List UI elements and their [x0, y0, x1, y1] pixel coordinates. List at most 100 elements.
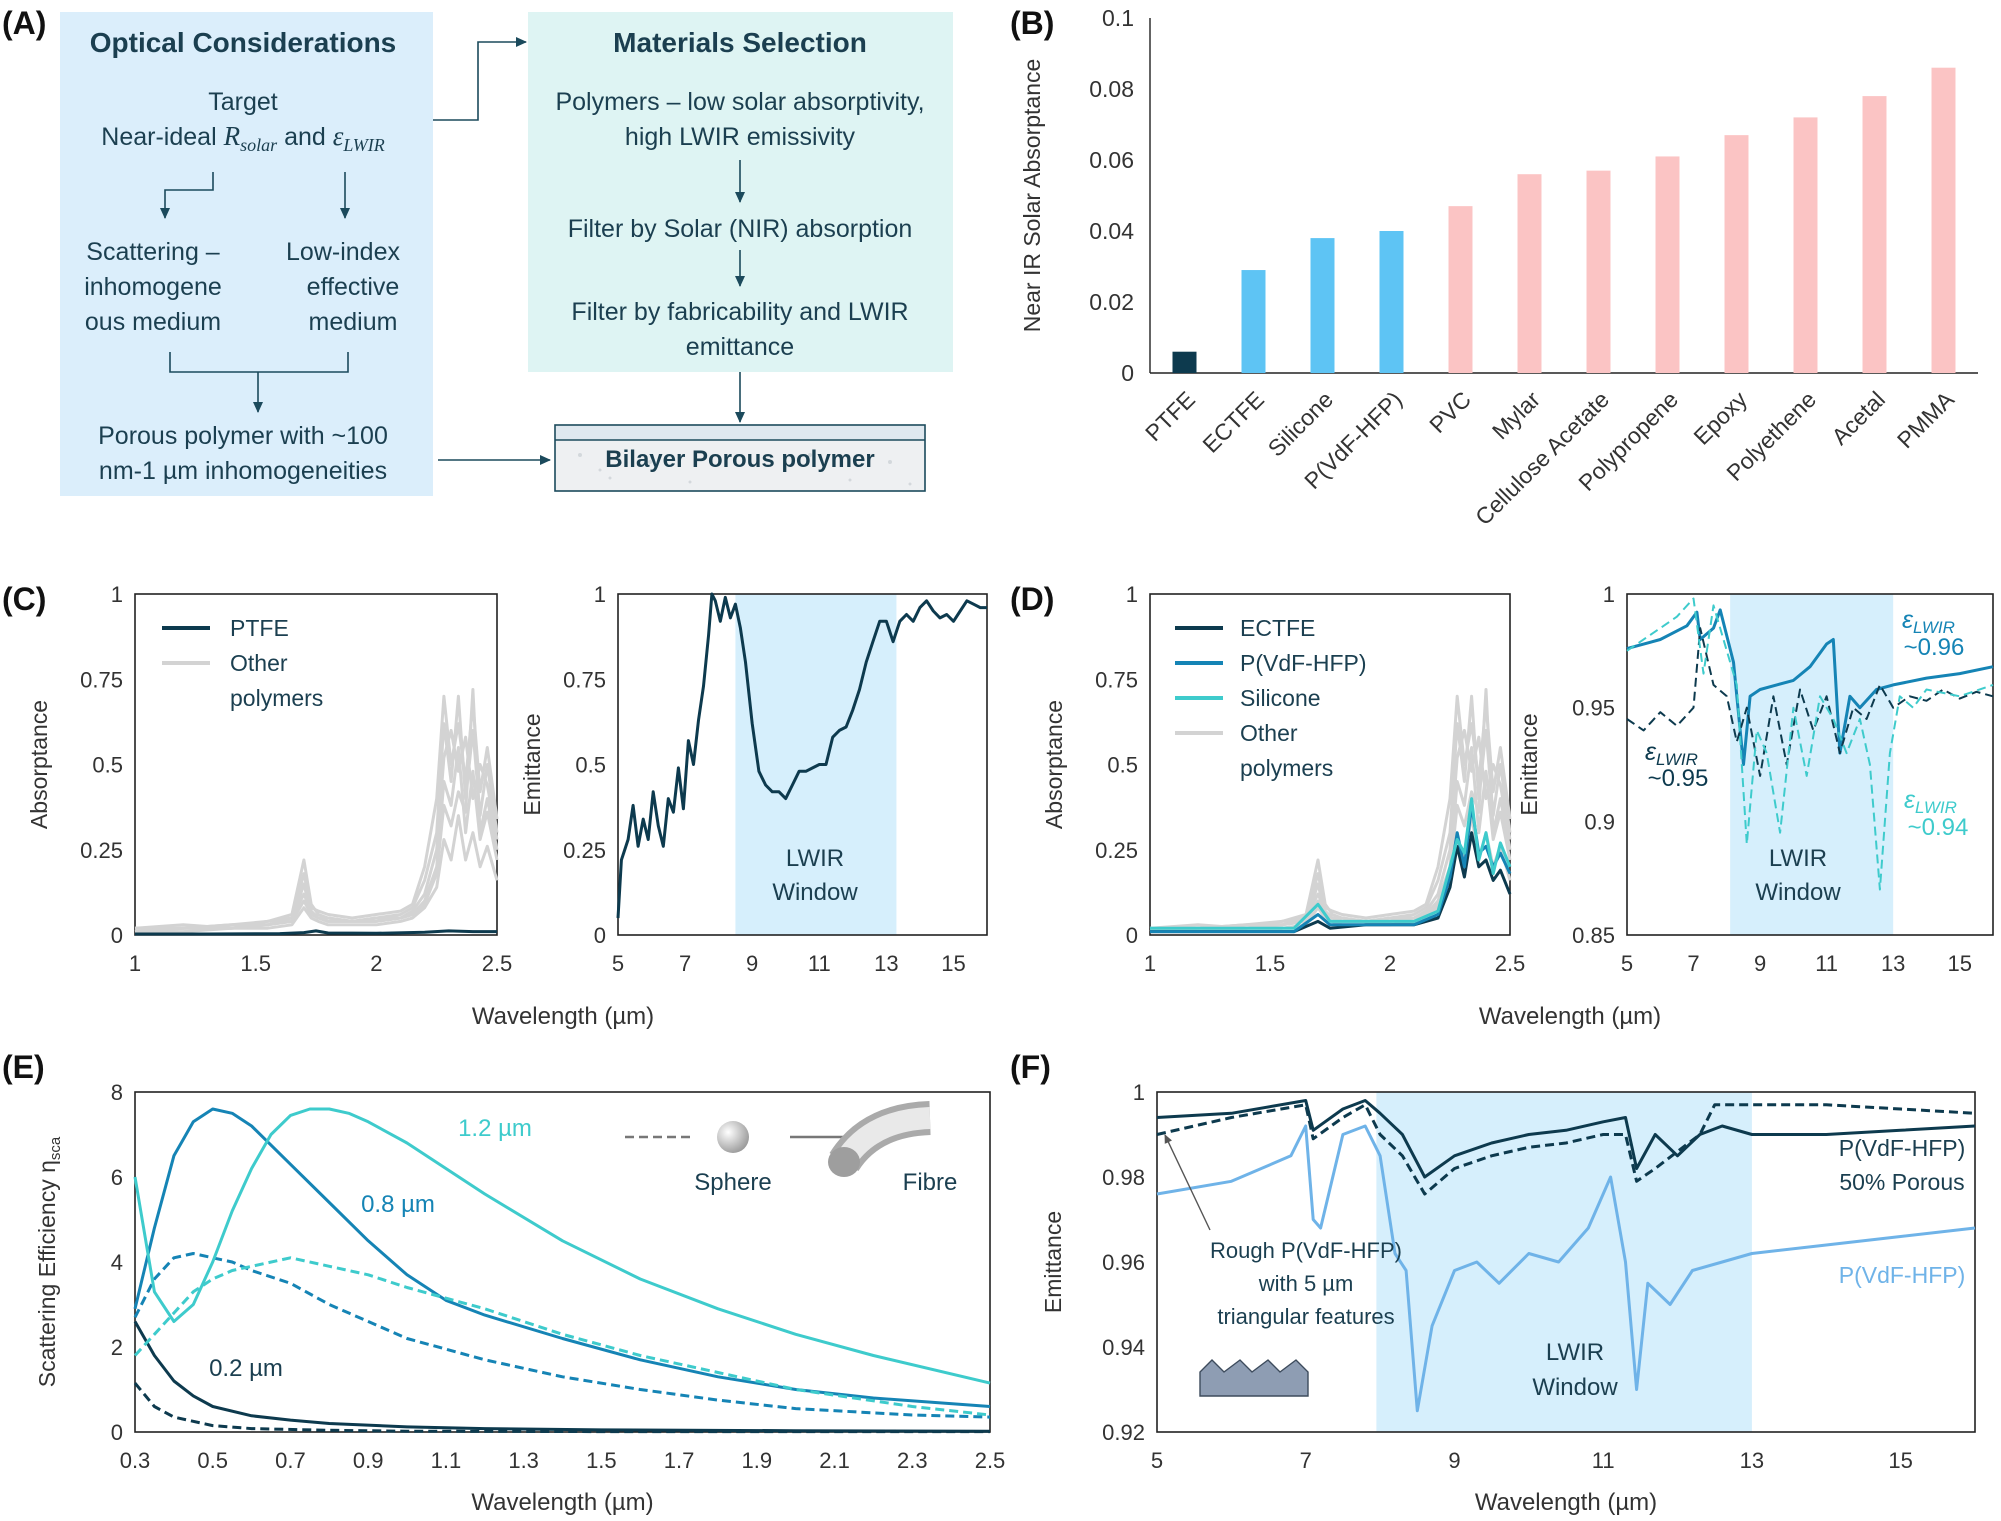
legend-label: P(VdF-HFP) — [1240, 650, 1367, 676]
bar — [1379, 231, 1404, 373]
filter-solar: Filter by Solar (NIR) absorption — [568, 215, 913, 243]
x-tick-label: 1 — [129, 951, 141, 976]
x-tick-label: 1.5 — [586, 1448, 617, 1473]
y-tick-label: 6 — [111, 1165, 123, 1190]
bar — [1586, 170, 1611, 373]
y-tick-label: 0 — [1126, 923, 1138, 948]
legend-label: PTFE — [230, 615, 289, 641]
porous-line1: Porous polymer with ~100 — [98, 422, 388, 450]
y-axis-label: Near IR Solar Absorptance — [1019, 59, 1045, 333]
epsilon-value: ~0.95 — [1648, 765, 1709, 792]
bar — [1793, 117, 1818, 374]
series-label: P(VdF-HFP) — [1839, 1135, 1966, 1161]
bar — [1931, 67, 1956, 373]
x-tick-label: 9 — [1754, 951, 1766, 976]
y-tick-label: 2 — [111, 1335, 123, 1360]
epsilon-annotation: εLWIR — [1904, 786, 1957, 817]
plot-frame — [134, 593, 498, 936]
sphere-icon — [717, 1121, 749, 1153]
series-label: 50% Porous — [1839, 1169, 1964, 1195]
x-tick-label: 5 — [612, 951, 624, 976]
legend-label: Other — [230, 650, 288, 676]
xlabel-d: Wavelength (µm) — [1479, 1003, 1661, 1030]
y-tick-label: 0.95 — [1572, 696, 1615, 721]
lwir-window — [1376, 1092, 1752, 1432]
x-tick-label: 1 — [1144, 951, 1156, 976]
window-label: Window — [1532, 1374, 1618, 1401]
panel-label-c: (C) — [2, 581, 46, 617]
y-tick-label: 0.25 — [563, 838, 606, 863]
y-tick-label: 1 — [1603, 582, 1615, 607]
chart-d-emittance: 5 7 9 11 13 15 0.85 0.9 0.95 1 Emittance LWIR Window… — [1516, 582, 1994, 976]
filter-fab-line2: emittance — [686, 333, 794, 361]
y-tick-label: 0.5 — [1107, 753, 1138, 778]
y-tick-label: 0.92 — [1102, 1420, 1145, 1445]
legend-label: Silicone — [1240, 685, 1321, 711]
y-tick-label: 0 — [594, 923, 606, 948]
materials-title: Materials Selection — [613, 27, 867, 58]
category-label: PVC — [1424, 386, 1476, 438]
series-line — [1156, 1124, 1976, 1413]
y-axis-label-sub: sca — [47, 1136, 64, 1160]
bar — [1655, 156, 1680, 373]
plot-frame — [1156, 1091, 1976, 1433]
y-tick-label: 0.75 — [1095, 667, 1138, 692]
x-tick-label: 9 — [1448, 1448, 1460, 1473]
x-axis-label: Wavelength (µm) — [471, 1489, 653, 1516]
window-label: LWIR — [786, 845, 844, 872]
series-line — [1150, 831, 1512, 934]
series-line — [1626, 597, 1994, 891]
series-line — [133, 1252, 991, 1419]
series-line — [135, 929, 497, 936]
y-tick-label: 1 — [1133, 1080, 1145, 1105]
x-tick-label: 0.7 — [275, 1448, 306, 1473]
x-tick-label: 2.5 — [1495, 951, 1526, 976]
epsilon-sub: LWIR — [1656, 750, 1698, 769]
y-tick-label: 0.25 — [1095, 838, 1138, 863]
panel-label-f: (F) — [1010, 1049, 1051, 1085]
x-tick-label: 9 — [746, 951, 758, 976]
x-tick-label: 13 — [1881, 951, 1905, 976]
y-tick-label: 0 — [111, 1420, 123, 1445]
rough-surface-icon — [1199, 1359, 1309, 1397]
series-line — [616, 592, 987, 919]
size-label: 1.2 µm — [458, 1115, 532, 1142]
y-tick-label: 1 — [594, 582, 606, 607]
y-tick-label: 0.5 — [92, 753, 123, 778]
series-label: with 5 µm — [1258, 1271, 1354, 1296]
flowchart: Optical Considerations Target Near-ideal… — [60, 12, 953, 496]
y-tick-label: 0.96 — [1102, 1250, 1145, 1275]
panel-label-a: (A) — [2, 5, 46, 41]
chart-c-absorptance: 1 1.5 2 2.5 0 0.25 0.5 0.75 1 Absorptance PTFE Othe… — [26, 582, 512, 976]
x-tick-label: 1.3 — [508, 1448, 539, 1473]
y-tick-label: 0.85 — [1572, 923, 1615, 948]
bar — [1862, 96, 1887, 373]
y-tick-label: 0.02 — [1089, 289, 1134, 315]
series-line — [1150, 797, 1512, 930]
x-tick-label: 13 — [1740, 1448, 1764, 1473]
x-tick-label: 11 — [1815, 951, 1838, 976]
filter-fab-line1: Filter by fabricability and LWIR — [571, 298, 908, 326]
legend-label: Other — [1240, 720, 1298, 746]
size-label: 0.8 µm — [361, 1191, 435, 1218]
bar — [1724, 135, 1749, 373]
series-line — [133, 1382, 990, 1434]
series-line — [133, 1256, 991, 1417]
other-polymer-line — [134, 688, 499, 934]
y-tick-label: 0.04 — [1089, 218, 1134, 244]
chart-f: 5 7 9 11 13 15 0.92 0.94 0.96 0.98 1 Emittance Wavel… — [1040, 1080, 1976, 1516]
bar — [1448, 206, 1473, 373]
series-label: triangular features — [1217, 1304, 1394, 1329]
y-tick-label: 0 — [111, 923, 123, 948]
epsilon-sub: LWIR — [1915, 798, 1957, 817]
x-tick-label: 13 — [874, 951, 898, 976]
x-tick-label: 11 — [808, 951, 831, 976]
target-line2: Near-ideal Rsolar and εLWIR — [101, 121, 384, 157]
window-label: Window — [1755, 879, 1841, 906]
x-axis-label: Wavelength (µm) — [1475, 1489, 1657, 1516]
series-line — [133, 1320, 991, 1433]
y-tick-label: 0.1 — [1102, 5, 1134, 31]
series-line — [133, 1107, 991, 1385]
x-tick-label: 2.5 — [482, 951, 513, 976]
x-tick-label: 2 — [370, 951, 382, 976]
